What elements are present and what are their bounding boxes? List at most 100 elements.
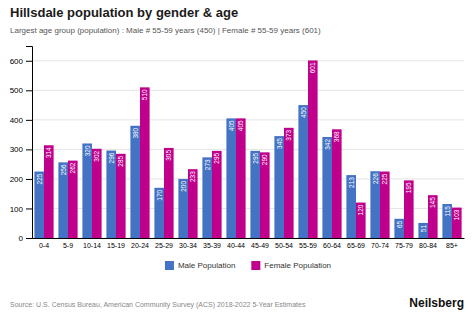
data-label: 510 bbox=[141, 89, 148, 100]
tick: 75-79 bbox=[395, 238, 413, 249]
tick-label: 75-79 bbox=[395, 242, 413, 249]
data-label: 51 bbox=[420, 225, 427, 233]
tick: 30-34 bbox=[179, 238, 197, 249]
tick: 0 bbox=[19, 234, 32, 243]
tick: 10-14 bbox=[83, 238, 101, 249]
data-label: 405 bbox=[237, 120, 244, 131]
tick: 15-19 bbox=[107, 238, 125, 249]
bar bbox=[178, 179, 188, 238]
bar bbox=[154, 188, 164, 238]
bar bbox=[92, 149, 102, 238]
bar bbox=[442, 204, 452, 238]
bar bbox=[140, 87, 150, 238]
tick: 25-29 bbox=[155, 238, 173, 249]
data-label: 213 bbox=[348, 177, 355, 188]
data-label: 380 bbox=[132, 127, 139, 138]
data-label: 65 bbox=[396, 220, 403, 228]
data-label: 302 bbox=[93, 150, 100, 161]
tick-label: 400 bbox=[10, 116, 24, 125]
tick: 500 bbox=[10, 86, 32, 95]
bar bbox=[226, 118, 236, 238]
data-label: 285 bbox=[117, 155, 124, 166]
tick-label: 80-84 bbox=[419, 242, 437, 249]
bar bbox=[274, 136, 284, 238]
data-label: 120 bbox=[357, 204, 364, 215]
bar bbox=[202, 157, 212, 238]
tick: 65-69 bbox=[347, 238, 365, 249]
grid-line bbox=[32, 90, 464, 91]
data-label: 373 bbox=[285, 129, 292, 140]
bar bbox=[58, 162, 68, 238]
bars bbox=[34, 60, 461, 238]
bar bbox=[356, 203, 366, 238]
tick: 60-64 bbox=[323, 238, 341, 249]
tick-label: 60-64 bbox=[323, 242, 341, 249]
tick-label: 0 bbox=[19, 234, 24, 243]
bar bbox=[370, 171, 380, 238]
bar bbox=[428, 195, 438, 238]
tick-label: 500 bbox=[10, 86, 24, 95]
tick-label: 40-44 bbox=[227, 242, 245, 249]
tick-mark bbox=[26, 238, 32, 239]
tick-label: 30-34 bbox=[179, 242, 197, 249]
bar bbox=[394, 219, 404, 238]
bar bbox=[404, 180, 414, 238]
tick-label: 50-54 bbox=[275, 242, 293, 249]
data-label: 170 bbox=[156, 189, 163, 200]
data-label: 226 bbox=[372, 173, 379, 184]
chart: Hillsdale population by gender & ageLarg… bbox=[0, 0, 474, 316]
source: Source: U.S. Census Bureau, American Com… bbox=[10, 301, 306, 309]
tick-label: 70-74 bbox=[371, 242, 389, 249]
tick-label: 5-9 bbox=[63, 242, 73, 249]
tick: 600 bbox=[10, 57, 32, 66]
tick-label: 200 bbox=[10, 175, 24, 184]
tick-label: 15-19 bbox=[107, 242, 125, 249]
legend-label: Female Population bbox=[264, 261, 331, 270]
tick-mark bbox=[26, 61, 32, 62]
tick-label: 0-4 bbox=[39, 242, 49, 249]
tick: 70-74 bbox=[371, 238, 389, 249]
data-label: 225 bbox=[36, 173, 43, 184]
data-label: 115 bbox=[444, 206, 451, 217]
data-label: 295 bbox=[252, 152, 259, 163]
data-label: 342 bbox=[324, 139, 331, 150]
tick-label: 600 bbox=[10, 57, 24, 66]
tick: 80-84 bbox=[419, 238, 437, 249]
data-label: 295 bbox=[213, 152, 220, 163]
tick: 20-24 bbox=[131, 238, 149, 249]
bar bbox=[418, 223, 428, 238]
legend-swatch bbox=[165, 261, 174, 270]
bar bbox=[298, 105, 308, 238]
tick: 0-4 bbox=[39, 238, 49, 249]
data-label: 305 bbox=[165, 150, 172, 161]
bar bbox=[236, 118, 246, 238]
data-label: 314 bbox=[45, 147, 52, 158]
bar bbox=[322, 137, 332, 238]
annotation: Neilsberg bbox=[409, 296, 464, 310]
tick: 45-49 bbox=[251, 238, 269, 249]
axis-line bbox=[26, 47, 33, 239]
tick: 85+ bbox=[446, 238, 458, 249]
tick-label: 45-49 bbox=[251, 242, 269, 249]
data-label: 450 bbox=[300, 107, 307, 118]
data-label: 233 bbox=[189, 171, 196, 182]
bar bbox=[260, 152, 270, 238]
bar bbox=[130, 126, 140, 238]
tick: 400 bbox=[10, 116, 32, 125]
tick: 50-54 bbox=[275, 238, 293, 249]
data-label: 273 bbox=[204, 159, 211, 170]
legend-label: Male Population bbox=[178, 261, 235, 270]
data-label: 195 bbox=[405, 182, 412, 193]
data-label: 368 bbox=[333, 131, 340, 142]
bar bbox=[284, 128, 294, 238]
grid bbox=[32, 61, 464, 238]
legend-item: Female Population bbox=[251, 261, 331, 270]
tick-label: 25-29 bbox=[155, 242, 173, 249]
plot: 2252563202963801702002734052953454503422… bbox=[10, 47, 465, 249]
bar bbox=[380, 172, 390, 238]
tick-mark bbox=[26, 208, 32, 209]
tick-label: 100 bbox=[10, 205, 24, 214]
legend: Male Population Female Population bbox=[165, 261, 331, 270]
data-label: 405 bbox=[228, 120, 235, 131]
data-labels: 2252563202963801702002734052953454503422… bbox=[36, 62, 461, 232]
